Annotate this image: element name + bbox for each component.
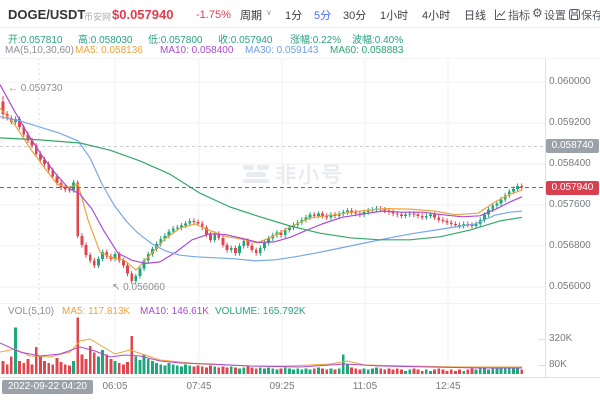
time-axis-label: 12:45	[435, 381, 461, 392]
vol-ma5-value: MA5: 117.813K	[62, 306, 131, 317]
volume-info-row: VOL(5,10) MA5: 117.813K MA10: 146.61K VO…	[0, 306, 600, 318]
ohlc-info-row: 开:0.057810 高:0.058030 低:0.057800 收:0.057…	[0, 31, 600, 46]
change-percent-value: 涨幅:0.22%	[290, 35, 342, 46]
price-axis-label: 0.056800	[549, 240, 591, 251]
gear-icon[interactable]: ⚙	[532, 6, 543, 20]
symbol-pair: DOGE/USDT	[8, 7, 86, 22]
watermark-text: 非小号	[275, 164, 344, 187]
high-value: 高:0.058030	[78, 35, 133, 46]
ma60-value: MA60: 0.058883	[330, 45, 404, 56]
ma30-value: MA30: 0.059143	[245, 45, 319, 56]
indicator-icon[interactable]	[495, 7, 506, 25]
price-axis-label: 0.059200	[549, 117, 591, 128]
exchange-name: 币安网	[84, 12, 112, 22]
ma5-value: MA5: 0.058136	[75, 45, 143, 56]
indicator-button[interactable]: 指标	[508, 10, 530, 22]
save-icon[interactable]	[569, 7, 580, 25]
vol-ma10-value: MA10: 146.61K	[140, 306, 209, 317]
save-button[interactable]: 保存	[581, 10, 600, 22]
volume-axis-label: 80K	[549, 359, 567, 370]
up-left-arrow-icon: ↖	[112, 282, 121, 293]
toolbar: DOGE/USDT 币安网 $0.057940 -1.75% 周期 ∨ 1分 5…	[0, 0, 600, 28]
volume-value: VOLUME: 165.792K	[215, 306, 306, 317]
price-axis-label: 0.058400	[549, 158, 591, 169]
period-daily[interactable]: 日线	[464, 10, 486, 22]
time-axis-label: 09:25	[269, 381, 295, 392]
left-arrow-icon: ←	[8, 83, 18, 94]
period-1min[interactable]: 1分	[285, 10, 303, 22]
ma-group-label: MA(5,10,30,60)	[5, 45, 74, 56]
period-dropdown[interactable]: 周期	[240, 10, 262, 22]
low-value: 低:0.057800	[148, 35, 203, 46]
price-axis-label: 0.056000	[549, 281, 591, 292]
open-value: 开:0.057810	[8, 35, 63, 46]
ma10-value: MA10: 0.058400	[160, 45, 234, 56]
vol-group-label: VOL(5,10)	[8, 306, 55, 317]
low-price-marker: ↖ 0.056060	[112, 282, 165, 293]
price-axis-label: 0.057600	[549, 199, 591, 210]
time-axis-label: 06:05	[102, 381, 128, 392]
period-4hour[interactable]: 4小时	[422, 10, 451, 22]
amplitude-value: 波幅:0.40%	[352, 35, 404, 46]
high-price-marker: ← 0.059730	[8, 83, 63, 94]
period-1hour[interactable]: 1小时	[380, 10, 409, 22]
settings-button[interactable]: 设置	[544, 10, 566, 22]
reference-price-badge: 0.058740	[546, 139, 599, 153]
close-value: 收:0.057940	[218, 35, 273, 46]
volume-axis-label: 320K	[549, 333, 573, 344]
current-price: $0.057940	[112, 7, 174, 22]
time-axis-label: 11:05	[352, 381, 378, 392]
watermark: 非小号	[243, 159, 344, 189]
feixiaohao-logo-icon	[243, 165, 269, 183]
price-change-percent: -1.75%	[196, 9, 231, 21]
start-time-badge: 2022-09-22 04:20	[2, 380, 93, 394]
ma-info-row: MA(5,10,30,60) MA5: 0.058136 MA10: 0.058…	[0, 45, 600, 59]
period-5min[interactable]: 5分	[314, 10, 332, 22]
price-axis-label: 0.060000	[549, 76, 591, 87]
time-axis-label: 07:45	[186, 381, 212, 392]
chevron-down-icon[interactable]: ∨	[266, 8, 272, 17]
last-price-badge: 0.057940	[546, 181, 599, 195]
period-30min[interactable]: 30分	[343, 10, 367, 22]
